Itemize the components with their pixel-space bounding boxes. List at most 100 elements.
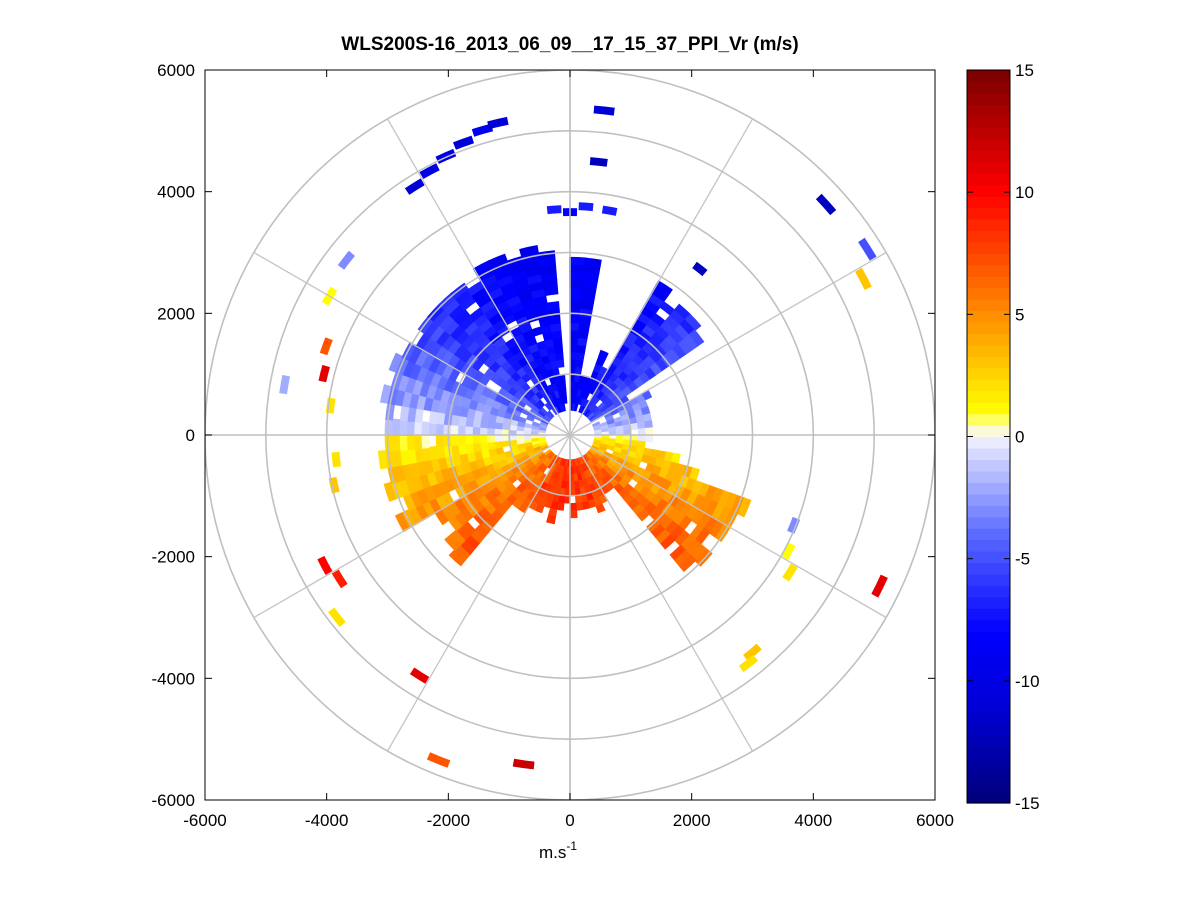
colorbar-tick-label: -10 [1015, 672, 1040, 691]
colorbar-band [967, 551, 1010, 564]
velocity-cell [493, 267, 513, 281]
velocity-cell [538, 429, 547, 433]
velocity-cell [472, 442, 482, 453]
colorbar-band [967, 482, 1010, 495]
velocity-cell [569, 322, 581, 331]
velocity-cell [531, 404, 541, 413]
outer-echo [426, 752, 451, 768]
velocity-cell [569, 300, 583, 309]
velocity-cell [385, 401, 396, 421]
velocity-cell [399, 404, 410, 422]
velocity-cell [594, 462, 604, 471]
colorbar-axis: -15 -10 -5 0 5 10 15 [967, 61, 1040, 813]
velocity-cell [486, 434, 495, 443]
velocity-cell [600, 440, 609, 446]
velocity-cell [435, 329, 452, 347]
velocity-cell [684, 477, 697, 493]
velocity-cell [408, 506, 423, 525]
velocity-cell [418, 380, 431, 398]
velocity-cell [563, 395, 568, 404]
velocity-cell [599, 421, 609, 427]
velocity-cell [436, 374, 449, 390]
colorbar-band [967, 780, 1010, 793]
velocity-cell [644, 420, 653, 429]
velocity-cell [546, 514, 557, 525]
velocity-cell [523, 422, 533, 429]
azimuth-spoke [386, 118, 571, 436]
velocity-cell [588, 448, 597, 456]
velocity-cell [534, 401, 543, 411]
velocity-cell [546, 392, 554, 402]
velocity-cell [459, 314, 476, 331]
velocity-cell [650, 286, 669, 302]
outer-echo [337, 250, 355, 270]
colorbar-band [967, 447, 1010, 460]
velocity-cell [523, 430, 532, 436]
velocity-cell [464, 434, 474, 445]
velocity-cell [392, 449, 403, 467]
velocity-cell [569, 264, 586, 273]
velocity-cell [608, 426, 617, 432]
velocity-cell [496, 452, 507, 462]
velocity-cell [530, 288, 547, 299]
velocity-cell [394, 512, 411, 533]
velocity-cell [404, 476, 418, 495]
velocity-cell [703, 515, 719, 534]
velocity-cell [607, 457, 617, 467]
colorbar-gradient [967, 70, 1010, 804]
velocity-cell [478, 318, 494, 333]
velocity-cell [649, 448, 660, 459]
velocity-cell [434, 494, 449, 511]
velocity-cell [611, 450, 621, 459]
velocity-cell [580, 456, 587, 465]
azimuth-spoke [386, 434, 571, 752]
velocity-cell [440, 348, 455, 366]
velocity-cell [523, 434, 532, 440]
velocity-cell [544, 402, 552, 411]
velocity-cell [679, 318, 696, 336]
velocity-cell [551, 407, 558, 416]
velocity-cell [572, 403, 576, 412]
velocity-cell [421, 434, 430, 449]
velocity-cell [434, 344, 449, 362]
velocity-cell [666, 348, 681, 363]
velocity-cell [447, 501, 461, 517]
velocity-cell [555, 381, 563, 391]
velocity-cell [574, 403, 579, 412]
outer-echo [404, 178, 425, 195]
velocity-cell [575, 359, 584, 368]
velocity-cell [550, 470, 557, 479]
velocity-cell [418, 472, 431, 490]
velocity-cell [450, 423, 459, 436]
velocity-cell [585, 400, 593, 410]
velocity-cell [581, 382, 589, 392]
outer-echo [743, 643, 762, 662]
velocity-cell [384, 434, 394, 453]
velocity-cell [684, 539, 702, 557]
velocity-cell [546, 476, 555, 486]
velocity-cell [414, 348, 430, 367]
velocity-cell [503, 287, 520, 301]
velocity-cell [414, 447, 424, 463]
velocity-cell [441, 363, 455, 380]
velocity-cell [589, 447, 598, 454]
chart-title: WLS200S-16_2013_06_09__17_15_37_PPI_Vr (… [341, 34, 798, 55]
velocity-cell [423, 395, 434, 412]
colorbar-band [967, 92, 1010, 105]
velocity-cell [569, 359, 577, 368]
velocity-cell [497, 274, 515, 288]
velocity-cell [422, 368, 436, 385]
velocity-cell [559, 373, 566, 383]
velocity-cell [551, 330, 562, 340]
velocity-cell [684, 313, 702, 331]
velocity-cell [622, 493, 635, 505]
velocity-cell [674, 324, 691, 341]
velocity-cell [709, 519, 725, 538]
velocity-cell [536, 250, 556, 261]
velocity-cell [679, 487, 692, 503]
velocity-cell [531, 424, 540, 430]
velocity-cell [538, 347, 549, 358]
velocity-cell [472, 434, 481, 444]
velocity-cell [483, 324, 498, 339]
velocity-cell [536, 340, 548, 351]
